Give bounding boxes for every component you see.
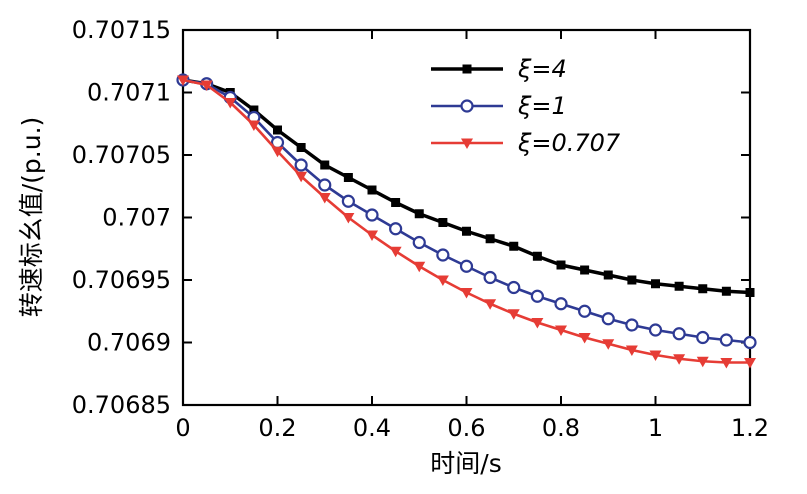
data-point-marker <box>436 275 449 286</box>
data-point-marker <box>389 222 403 236</box>
data-point-marker <box>625 345 638 356</box>
data-point-marker <box>578 304 592 318</box>
x-tick-label: 0.4 <box>353 414 391 442</box>
legend-item-xi-1: ξ=1 <box>428 93 620 119</box>
data-point-marker <box>532 251 542 261</box>
data-point-marker <box>698 284 708 294</box>
data-point-marker <box>601 312 615 326</box>
legend-line-sample-icon <box>431 138 503 149</box>
legend-label: ξ=0.707 <box>518 129 621 157</box>
legend-item-xi-4: ξ=4 <box>428 56 620 82</box>
data-point-marker <box>554 297 568 311</box>
data-point-marker <box>461 138 473 149</box>
data-point-marker <box>603 270 613 280</box>
data-point-marker <box>296 143 306 152</box>
data-point-marker <box>530 289 544 303</box>
data-point-marker <box>460 288 473 299</box>
y-axis-title: 转速标幺值/(p.u.) <box>17 116 46 318</box>
data-point-marker <box>224 98 237 109</box>
data-point-marker <box>721 286 731 296</box>
data-point-marker <box>460 99 474 113</box>
data-point-marker <box>555 325 567 336</box>
x-tick-label: 1 <box>648 414 663 442</box>
x-tick-label: 0.2 <box>258 414 296 442</box>
data-point-marker <box>366 230 378 241</box>
data-point-marker <box>320 160 330 170</box>
data-point-marker <box>744 358 756 369</box>
data-point-marker <box>580 265 590 275</box>
data-point-marker <box>413 261 426 273</box>
data-point-marker <box>483 270 497 285</box>
data-point-marker <box>271 146 284 158</box>
data-point-marker <box>462 226 471 236</box>
y-tick-label: 0.7069 <box>87 329 171 357</box>
x-tick-label: 0.8 <box>542 414 580 442</box>
data-point-marker <box>485 234 495 244</box>
data-point-marker <box>343 173 353 182</box>
legend-label: ξ=1 <box>518 92 567 120</box>
data-point-marker <box>696 356 709 368</box>
data-point-marker <box>602 339 615 350</box>
y-tick-label: 0.70685 <box>72 391 171 419</box>
data-point-marker <box>341 194 355 208</box>
y-tick-label: 0.7071 <box>87 79 171 107</box>
data-point-marker <box>484 299 497 310</box>
data-point-marker <box>648 323 663 337</box>
data-point-marker <box>414 209 424 219</box>
data-point-marker <box>507 280 521 295</box>
data-point-marker <box>651 279 660 289</box>
data-point-marker <box>200 80 213 91</box>
data-point-marker <box>696 330 710 345</box>
y-tick-label: 0.70715 <box>72 16 171 44</box>
series-markers-2 <box>177 75 756 369</box>
data-point-marker <box>509 241 519 251</box>
data-point-marker <box>556 260 566 270</box>
data-point-marker <box>743 335 757 350</box>
data-point-marker <box>649 350 662 361</box>
data-point-marker <box>672 327 686 341</box>
data-point-marker <box>673 354 686 365</box>
data-point-marker <box>412 235 426 250</box>
data-point-marker <box>438 218 448 227</box>
data-point-marker <box>273 125 282 135</box>
data-point-marker <box>462 64 472 74</box>
data-point-marker <box>459 259 474 273</box>
x-tick-label: 1.2 <box>731 414 769 442</box>
legend-label: ξ=4 <box>518 55 567 83</box>
x-tick-label: 0 <box>175 414 190 442</box>
data-point-marker <box>507 309 520 320</box>
data-point-marker <box>294 158 308 172</box>
data-point-marker <box>578 333 591 344</box>
data-point-marker <box>342 213 355 224</box>
data-point-marker <box>318 193 331 204</box>
data-point-marker <box>365 208 379 222</box>
data-point-marker <box>295 171 308 183</box>
data-point-marker <box>531 318 544 329</box>
data-point-marker <box>719 333 733 347</box>
y-tick-label: 0.70705 <box>72 141 171 169</box>
legend-line-sample-icon <box>431 64 503 74</box>
data-point-marker <box>627 275 637 285</box>
data-point-marker <box>177 75 189 86</box>
data-point-marker <box>436 248 450 262</box>
data-point-marker <box>249 105 259 115</box>
y-tick-label: 0.70695 <box>72 266 171 294</box>
data-point-marker <box>247 120 260 131</box>
legend-line-sample-icon <box>431 99 503 113</box>
data-point-marker <box>318 178 332 192</box>
data-point-marker <box>367 185 377 195</box>
data-point-marker <box>674 281 684 291</box>
data-point-marker <box>389 246 402 258</box>
x-tick-label: 0.6 <box>447 414 485 442</box>
x-axis-title: 时间/s <box>430 449 502 478</box>
legend-item-xi-0707: ξ=0.707 <box>428 130 620 156</box>
data-point-marker <box>745 288 755 297</box>
y-tick-label: 0.707 <box>102 204 171 232</box>
legend: ξ=4 ξ=1 ξ=0.707 <box>428 56 620 156</box>
data-point-marker <box>391 198 401 207</box>
data-point-marker <box>625 318 639 332</box>
data-point-marker <box>720 358 733 369</box>
